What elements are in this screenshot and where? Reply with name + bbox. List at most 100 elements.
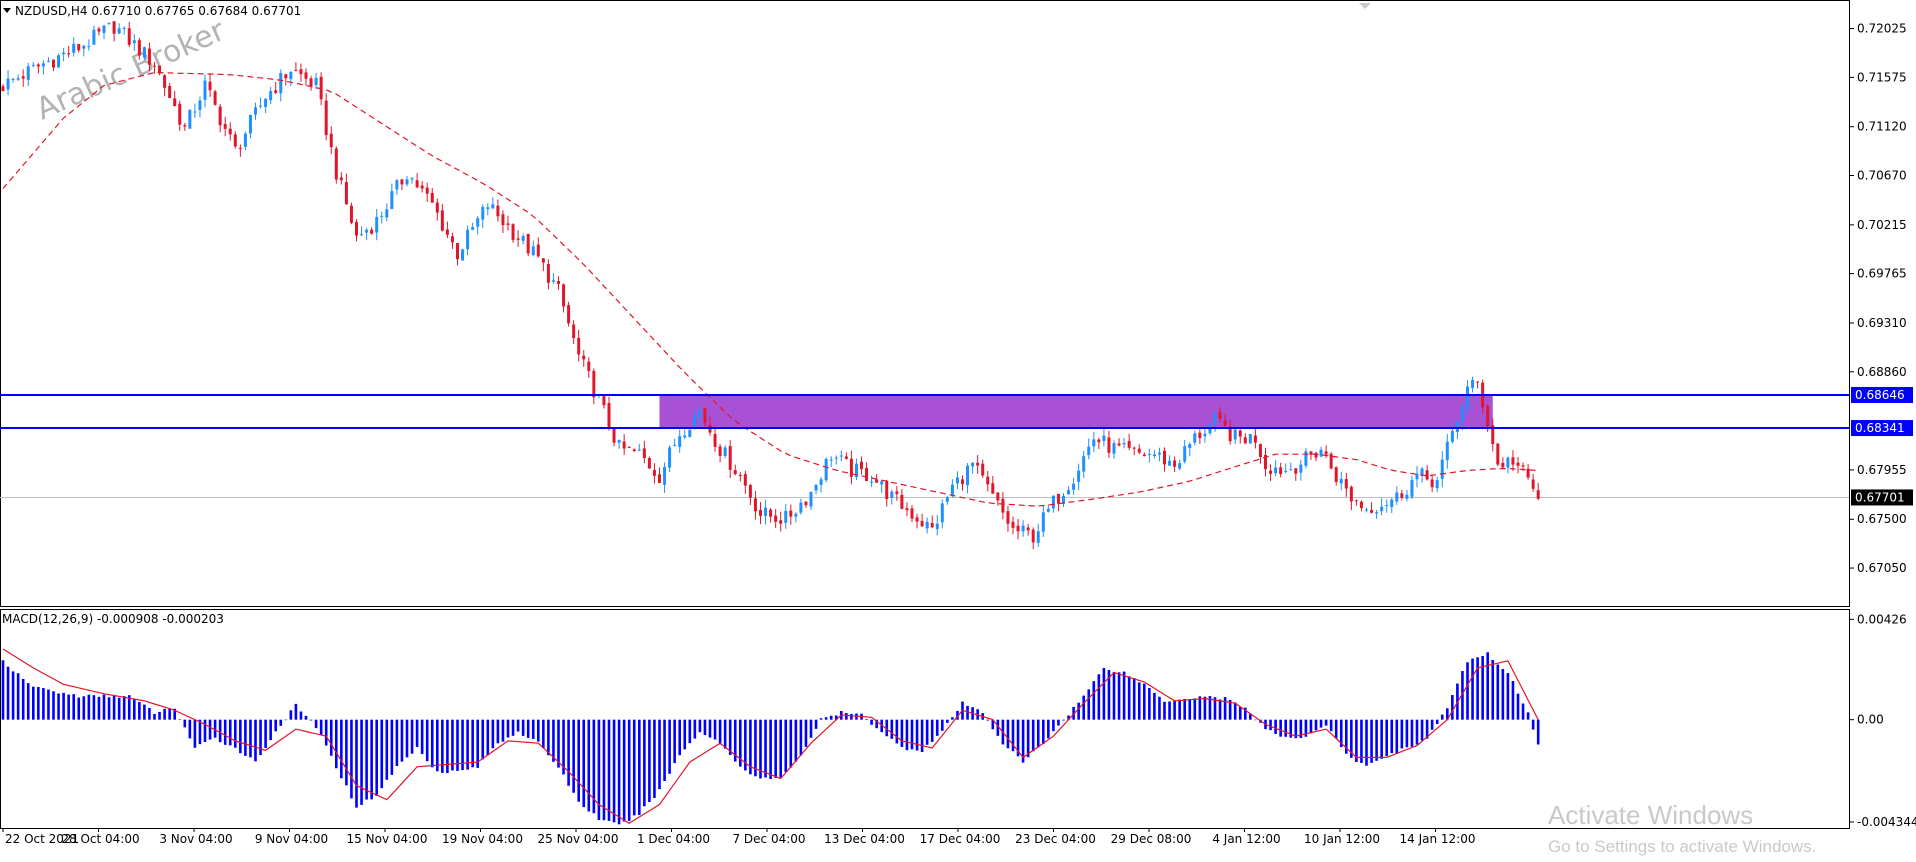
candle-body bbox=[243, 133, 247, 147]
candle-body bbox=[390, 191, 394, 209]
macd-bar bbox=[26, 683, 30, 720]
candle-body bbox=[1425, 470, 1429, 480]
candle-body bbox=[1173, 460, 1177, 467]
macd-bar bbox=[946, 719, 949, 723]
candle-body bbox=[1440, 459, 1444, 479]
moving-average-line bbox=[2, 71, 1539, 507]
time-axis-label: 23 Dec 04:00 bbox=[1015, 832, 1096, 846]
candle-body bbox=[435, 202, 439, 213]
macd-pane-border bbox=[0, 609, 1850, 829]
macd-bar bbox=[673, 719, 676, 764]
candle-body bbox=[1516, 462, 1520, 466]
macd-bar bbox=[345, 719, 348, 786]
candle-body bbox=[895, 491, 899, 495]
level-price-tag bbox=[1851, 420, 1913, 437]
candle-body bbox=[1274, 467, 1278, 474]
candle-body bbox=[693, 415, 697, 429]
candle-body bbox=[188, 110, 192, 129]
candle-body bbox=[1501, 462, 1505, 468]
macd-bar bbox=[420, 719, 424, 755]
macd-bar bbox=[37, 687, 40, 720]
candle-body bbox=[1092, 439, 1096, 447]
macd-bar bbox=[163, 708, 166, 720]
candle-body bbox=[834, 457, 838, 459]
resistance-zone[interactable] bbox=[659, 394, 1493, 429]
candle-body bbox=[299, 69, 303, 75]
macd-bar bbox=[1511, 680, 1515, 720]
macd-bar bbox=[1440, 714, 1444, 720]
macd-bar bbox=[1425, 719, 1429, 739]
macd-bar bbox=[1137, 682, 1141, 720]
candle-body bbox=[1152, 454, 1156, 456]
macd-bar bbox=[127, 695, 131, 720]
macd-bar bbox=[1092, 681, 1096, 720]
macd-bar bbox=[1213, 697, 1217, 720]
macd-bar bbox=[562, 719, 565, 775]
candle-body bbox=[1334, 467, 1338, 482]
macd-bar bbox=[1334, 719, 1338, 739]
macd-bar bbox=[850, 713, 853, 720]
macd-bar bbox=[1496, 664, 1500, 720]
symbol-dropdown-icon[interactable] bbox=[3, 8, 11, 13]
macd-bar bbox=[430, 719, 434, 768]
candle-body bbox=[142, 47, 146, 58]
candle-body bbox=[981, 463, 985, 476]
time-axis-label: 1 Dec 04:00 bbox=[637, 832, 710, 846]
macd-bar bbox=[991, 719, 995, 730]
macd-bar bbox=[1385, 719, 1388, 757]
candle-body bbox=[1385, 504, 1389, 506]
candle-body bbox=[1264, 454, 1267, 470]
macd-bar bbox=[102, 694, 106, 720]
candle-body bbox=[168, 86, 172, 99]
macd-bar bbox=[1345, 719, 1348, 754]
candle-body bbox=[26, 66, 30, 80]
macd-bar bbox=[557, 719, 560, 768]
macd-bar bbox=[355, 719, 358, 808]
candle-body bbox=[370, 229, 374, 234]
candle-body bbox=[97, 28, 101, 32]
macd-bar bbox=[567, 719, 570, 786]
macd-bar bbox=[203, 719, 207, 742]
candle-body bbox=[1107, 437, 1111, 453]
macd-bar bbox=[228, 719, 232, 746]
candle-body bbox=[1445, 441, 1449, 461]
macd-bar bbox=[1047, 719, 1050, 739]
candle-body bbox=[1147, 454, 1151, 456]
candle-body bbox=[718, 446, 722, 456]
macd-bar bbox=[1481, 656, 1484, 720]
candle-body bbox=[36, 64, 40, 67]
level-price-label: 0.68341 bbox=[1855, 421, 1905, 435]
candle-body bbox=[567, 305, 571, 324]
macd-bar bbox=[178, 719, 182, 720]
macd-bar bbox=[299, 711, 303, 720]
macd-bar bbox=[597, 719, 601, 820]
candle-body bbox=[688, 430, 692, 437]
candle-body bbox=[1375, 512, 1379, 514]
macd-bar bbox=[622, 719, 626, 822]
candle-body bbox=[1309, 451, 1313, 455]
time-axis-label: 9 Nov 04:00 bbox=[255, 832, 328, 846]
candle-body bbox=[764, 507, 768, 516]
macd-bar bbox=[1077, 702, 1080, 720]
candle-body bbox=[1, 86, 5, 91]
candle-body bbox=[1082, 456, 1086, 472]
macd-bar bbox=[885, 719, 889, 737]
candle-body bbox=[117, 28, 121, 34]
macd-bar bbox=[57, 693, 60, 720]
candle-body bbox=[1213, 413, 1217, 424]
candle-body bbox=[1400, 493, 1404, 498]
candle-body bbox=[1036, 531, 1040, 543]
macd-bar bbox=[1016, 719, 1020, 757]
candle-body bbox=[178, 103, 182, 125]
macd-bar bbox=[723, 719, 727, 749]
scroll-marker-icon[interactable] bbox=[1359, 3, 1371, 9]
candle-body bbox=[1067, 490, 1071, 495]
chart-header: NZDUSD,H4 0.67710 0.67765 0.67684 0.6770… bbox=[15, 4, 301, 18]
candle-body bbox=[344, 182, 348, 205]
candle-body bbox=[410, 178, 414, 180]
candle-body bbox=[870, 481, 874, 483]
candle-body bbox=[774, 515, 778, 522]
macd-bar bbox=[804, 719, 808, 747]
